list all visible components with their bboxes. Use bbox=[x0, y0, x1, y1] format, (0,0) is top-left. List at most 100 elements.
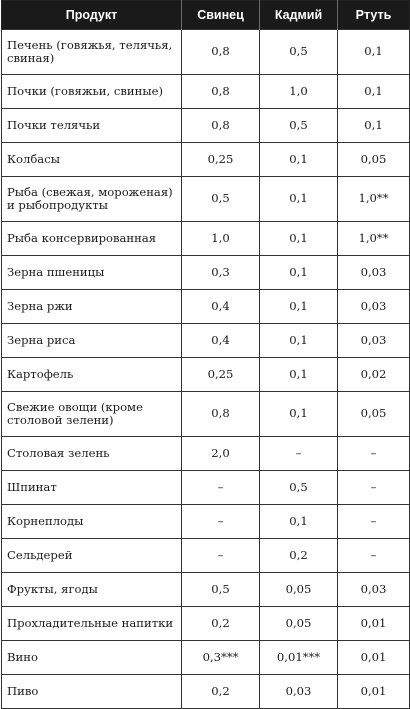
mercury-cell: 0,05 bbox=[337, 142, 410, 177]
lead-cell: 0,8 bbox=[181, 29, 260, 75]
product-cell: Корнеплоды bbox=[1, 504, 182, 539]
table-row: Почки (говяжьи, свиные) 0,8 1,0 0,1 bbox=[1, 74, 410, 109]
table-row: Столовая зелень 2,0 – – bbox=[1, 436, 410, 471]
table-row: Зерна пшеницы 0,3 0,1 0,03 bbox=[1, 255, 410, 290]
mercury-cell: 0,02 bbox=[337, 357, 410, 392]
product-cell: Вино bbox=[1, 640, 182, 675]
table-row: Рыба (свежая, мороженая) и рыбопродукты … bbox=[1, 176, 410, 222]
product-cell: Свежие овощи (кроме столовой зелени) bbox=[1, 391, 182, 437]
mercury-cell: – bbox=[337, 538, 410, 573]
lead-cell: – bbox=[181, 504, 260, 539]
cadmium-cell: 0,01*** bbox=[259, 640, 338, 675]
product-cell: Столовая зелень bbox=[1, 436, 182, 471]
cadmium-cell: 0,1 bbox=[259, 176, 338, 222]
product-cell: Рыба (свежая, мороженая) и рыбопродукты bbox=[1, 176, 182, 222]
table-row: Рыба консервированная 1,0 0,1 1,0** bbox=[1, 221, 410, 256]
cadmium-cell: 0,5 bbox=[259, 470, 338, 505]
mercury-cell: 0,1 bbox=[337, 29, 410, 75]
mercury-cell: 0,01 bbox=[337, 606, 410, 641]
table-row: Свежие овощи (кроме столовой зелени) 0,8… bbox=[1, 391, 410, 437]
table-header: Продукт Свинец Кадмий Ртуть bbox=[1, 0, 410, 30]
header-product: Продукт bbox=[1, 0, 182, 30]
table-row: Корнеплоды – 0,1 – bbox=[1, 504, 410, 539]
table-row: Зерна риса 0,4 0,1 0,03 bbox=[1, 323, 410, 358]
table-row: Зерна ржи 0,4 0,1 0,03 bbox=[1, 289, 410, 324]
lead-cell: 0,5 bbox=[181, 572, 260, 607]
mercury-cell: 0,03 bbox=[337, 572, 410, 607]
cadmium-cell: 0,05 bbox=[259, 606, 338, 641]
lead-cell: 0,3 bbox=[181, 255, 260, 290]
table-body: Печень (говяжья, телячья, свиная) 0,8 0,… bbox=[1, 29, 410, 709]
cadmium-cell: 0,1 bbox=[259, 323, 338, 358]
table-row: Фрукты, ягоды 0,5 0,05 0,03 bbox=[1, 572, 410, 607]
cadmium-cell: – bbox=[259, 436, 338, 471]
table-row: Шпинат – 0,5 – bbox=[1, 470, 410, 505]
mercury-cell: 0,03 bbox=[337, 255, 410, 290]
mercury-cell: 0,01 bbox=[337, 640, 410, 675]
cadmium-cell: 0,1 bbox=[259, 504, 338, 539]
cadmium-cell: 0,1 bbox=[259, 221, 338, 256]
table-row: Вино 0,3*** 0,01*** 0,01 bbox=[1, 640, 410, 675]
lead-cell: 1,0 bbox=[181, 221, 260, 256]
product-cell: Сельдерей bbox=[1, 538, 182, 573]
mercury-cell: 0,1 bbox=[337, 74, 410, 109]
cadmium-cell: 0,1 bbox=[259, 391, 338, 437]
lead-cell: 0,2 bbox=[181, 674, 260, 709]
mercury-cell: 0,03 bbox=[337, 323, 410, 358]
lead-cell: 0,2 bbox=[181, 606, 260, 641]
mercury-cell: – bbox=[337, 504, 410, 539]
table-row: Колбасы 0,25 0,1 0,05 bbox=[1, 142, 410, 177]
lead-cell: 0,8 bbox=[181, 74, 260, 109]
table-row: Картофель 0,25 0,1 0,02 bbox=[1, 357, 410, 392]
table-row: Сельдерей – 0,2 – bbox=[1, 538, 410, 573]
mercury-cell: 0,1 bbox=[337, 108, 410, 143]
table-row: Печень (говяжья, телячья, свиная) 0,8 0,… bbox=[1, 29, 410, 75]
cadmium-cell: 1,0 bbox=[259, 74, 338, 109]
cadmium-cell: 0,1 bbox=[259, 255, 338, 290]
mercury-cell: 0,03 bbox=[337, 289, 410, 324]
product-cell: Почки телячьи bbox=[1, 108, 182, 143]
product-cell: Фрукты, ягоды bbox=[1, 572, 182, 607]
lead-cell: 0,4 bbox=[181, 289, 260, 324]
lead-cell: 0,4 bbox=[181, 323, 260, 358]
lead-cell: 0,3*** bbox=[181, 640, 260, 675]
cadmium-cell: 0,05 bbox=[259, 572, 338, 607]
table-row: Пиво 0,2 0,03 0,01 bbox=[1, 674, 410, 709]
lead-cell: – bbox=[181, 470, 260, 505]
table-row: Прохладительные напитки 0,2 0,05 0,01 bbox=[1, 606, 410, 641]
lead-cell: 0,8 bbox=[181, 108, 260, 143]
product-cell: Зерна ржи bbox=[1, 289, 182, 324]
product-cell: Почки (говяжьи, свиные) bbox=[1, 74, 182, 109]
cadmium-cell: 0,03 bbox=[259, 674, 338, 709]
lead-cell: 0,25 bbox=[181, 142, 260, 177]
mercury-cell: – bbox=[337, 470, 410, 505]
cadmium-cell: 0,2 bbox=[259, 538, 338, 573]
product-cell: Картофель bbox=[1, 357, 182, 392]
header-lead: Свинец bbox=[181, 0, 260, 30]
cadmium-cell: 0,1 bbox=[259, 142, 338, 177]
lead-cell: 2,0 bbox=[181, 436, 260, 471]
header-mercury: Ртуть bbox=[337, 0, 410, 30]
mercury-cell: 1,0** bbox=[337, 221, 410, 256]
product-cell: Прохладительные напитки bbox=[1, 606, 182, 641]
mercury-cell: – bbox=[337, 436, 410, 471]
product-cell: Зерна пшеницы bbox=[1, 255, 182, 290]
cadmium-cell: 0,1 bbox=[259, 357, 338, 392]
product-cell: Печень (говяжья, телячья, свиная) bbox=[1, 29, 182, 75]
product-cell: Пиво bbox=[1, 674, 182, 709]
product-cell: Рыба консервированная bbox=[1, 221, 182, 256]
header-cadmium: Кадмий bbox=[259, 0, 338, 30]
lead-cell: 0,25 bbox=[181, 357, 260, 392]
lead-cell: 0,5 bbox=[181, 176, 260, 222]
product-cell: Колбасы bbox=[1, 142, 182, 177]
product-cell: Шпинат bbox=[1, 470, 182, 505]
cadmium-cell: 0,5 bbox=[259, 108, 338, 143]
mercury-cell: 0,01 bbox=[337, 674, 410, 709]
header-row: Продукт Свинец Кадмий Ртуть bbox=[1, 0, 410, 30]
table-row: Почки телячьи 0,8 0,5 0,1 bbox=[1, 108, 410, 143]
mercury-cell: 0,05 bbox=[337, 391, 410, 437]
cadmium-cell: 0,5 bbox=[259, 29, 338, 75]
lead-cell: 0,8 bbox=[181, 391, 260, 437]
product-cell: Зерна риса bbox=[1, 323, 182, 358]
